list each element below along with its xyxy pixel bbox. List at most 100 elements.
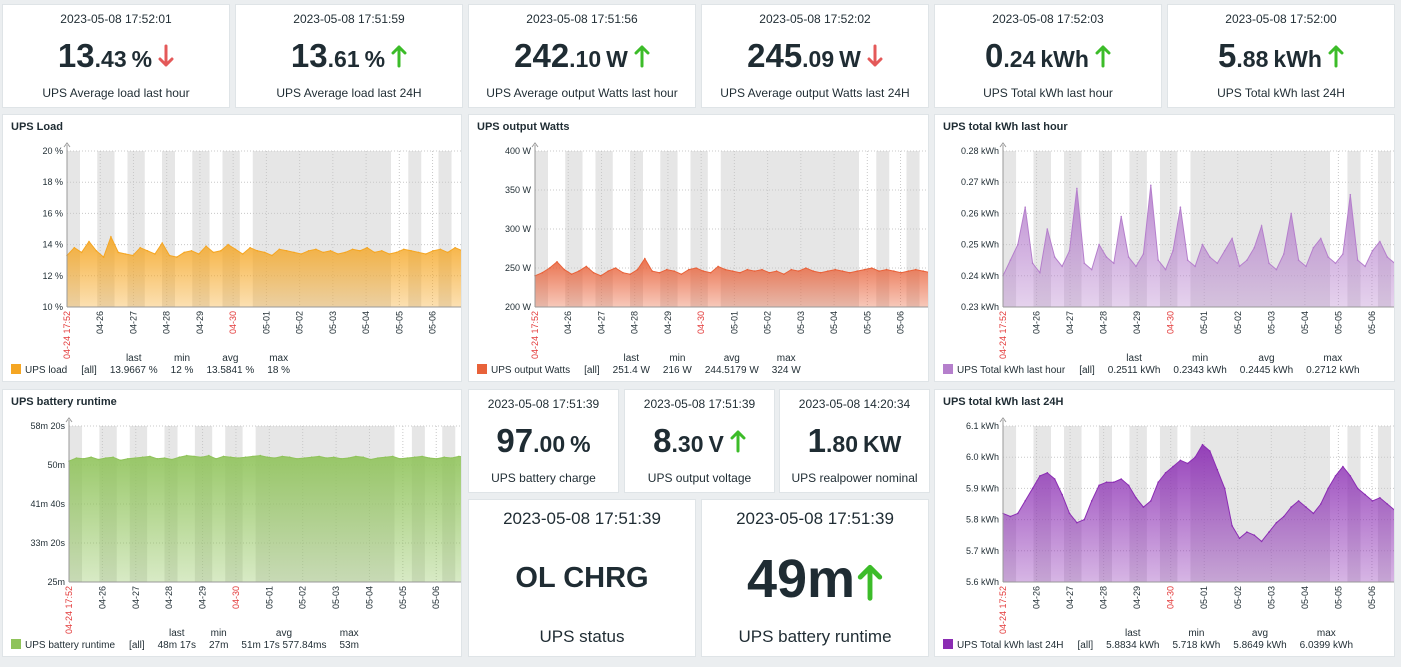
data-point <box>205 245 207 247</box>
value-dec: .30 <box>671 431 704 457</box>
widget-ups-avg-load-24h: 2023-05-08 17:51:59 13.61% UPS Average l… <box>235 4 463 108</box>
data-point <box>340 458 343 460</box>
data-point <box>227 243 229 246</box>
data-point <box>1113 262 1115 265</box>
graph-title: UPS battery runtime <box>11 396 117 408</box>
data-point <box>1349 475 1352 477</box>
legend-series-name: UPS Total kWh last 24H <box>957 640 1064 651</box>
data-point <box>841 270 844 272</box>
data-point <box>644 257 646 260</box>
data-point <box>310 456 313 458</box>
data-point <box>176 256 178 258</box>
data-point <box>244 456 247 458</box>
y-tick-label: 400 W <box>505 146 532 156</box>
x-tick-label: 04-27 <box>128 311 138 334</box>
x-tick-label: 04-24 17:52 <box>64 586 74 634</box>
data-point <box>1320 503 1322 505</box>
chart-ups-output-watts[interactable]: 200 W 250 W 300 W 350 W 400 W 04-24 17:52 04-2… <box>469 137 928 367</box>
legend-avg-cell: 0.2445 kWh avg <box>1240 353 1293 376</box>
data-point <box>388 253 391 255</box>
data-point <box>73 246 76 249</box>
x-tick-label: 04-28 <box>162 311 172 334</box>
data-point <box>1305 506 1307 508</box>
x-tick-label: 04-27 <box>131 586 141 609</box>
data-point <box>359 250 361 252</box>
data-point <box>1135 497 1137 499</box>
legend-header-avg: avg <box>275 628 293 639</box>
item-description: UPS Total kWh last 24H <box>1217 86 1345 100</box>
data-point <box>1039 475 1041 477</box>
chart-ups-total-kwh-24h[interactable]: 5.6 kWh 5.7 kWh 5.8 kWh 5.9 kWh 6.0 kWh 6.1 k… <box>935 412 1394 642</box>
data-point <box>1209 450 1211 452</box>
legend-max: 0.2712 kWh <box>1306 365 1360 376</box>
value-dec: .43 <box>94 46 127 72</box>
data-point <box>1283 253 1285 255</box>
data-point <box>1334 475 1337 477</box>
x-tick-label: 04-30 <box>228 311 238 334</box>
data-point <box>592 271 595 274</box>
data-point <box>303 457 306 459</box>
timestamp: 2023-05-08 17:52:03 <box>992 12 1104 26</box>
y-tick-label: 14 % <box>42 240 63 250</box>
legend-header-min: min <box>1188 628 1205 639</box>
legend-agg: [all] <box>1079 365 1095 376</box>
data-point <box>827 270 829 272</box>
data-point <box>885 268 888 271</box>
data-point <box>1105 256 1108 258</box>
data-point <box>1009 259 1012 261</box>
value-unit: % <box>131 46 153 72</box>
chart-legend: UPS Total kWh last 24H [all] 5.8834 kWh las… <box>943 628 1366 651</box>
data-point <box>1223 250 1226 252</box>
x-tick-label: 04-28 <box>1099 586 1109 609</box>
widget-ups-battery-charge: 2023-05-08 17:51:39 97.00% UPS battery c… <box>468 389 619 493</box>
data-point <box>1231 237 1233 240</box>
legend-last: 13.9667 % <box>109 365 158 376</box>
legend-series-name-cell: UPS load <box>25 365 67 376</box>
y-tick-label: 6.0 kWh <box>966 452 999 462</box>
x-tick-label: 05-05 <box>862 311 872 334</box>
legend-header-avg: avg <box>222 353 239 364</box>
item-description: UPS Total kWh last hour <box>983 86 1113 100</box>
x-tick-label: 04-29 <box>1132 586 1142 609</box>
x-tick-label: 04-29 <box>1132 311 1142 334</box>
data-point <box>1105 481 1108 483</box>
chart-ups-load[interactable]: 10 % 12 % 14 % 16 % 18 % 20 % 04-24 17:52 04-26… <box>3 137 461 367</box>
legend-series-name: UPS battery runtime <box>25 640 116 651</box>
x-tick-label: 04-28 <box>630 311 640 334</box>
data-point <box>1371 250 1374 252</box>
chart-ups-total-kwh-hour[interactable]: 0.23 kWh 0.24 kWh 0.25 kWh 0.26 kWh 0.27 kWh… <box>935 137 1394 367</box>
y-tick-label: 0.28 kWh <box>961 146 999 156</box>
y-axis-arrow <box>531 142 539 148</box>
data-point <box>185 454 188 457</box>
data-point <box>132 254 134 257</box>
timestamp: 2023-05-08 17:51:39 <box>503 509 661 528</box>
item-value: 245.09 W <box>702 37 928 77</box>
data-point <box>1076 521 1078 524</box>
legend-max: 53m <box>339 640 359 651</box>
data-point <box>1297 259 1300 261</box>
data-point <box>1179 459 1182 462</box>
legend-header-min: min <box>669 353 686 364</box>
data-point <box>266 456 269 458</box>
series-line <box>534 257 928 277</box>
chart-ups-battery-runtime[interactable]: 25m 33m 20s 41m 40s 50m 58m 20s 04-24 17:52 04… <box>3 412 461 642</box>
legend-header-max: max <box>1316 628 1336 639</box>
data-point <box>410 250 412 252</box>
series-line <box>1002 443 1394 543</box>
legend-header-avg: avg <box>723 353 740 364</box>
x-tick-label: 05-03 <box>1266 586 1276 609</box>
data-point <box>146 250 149 252</box>
item-description: UPS Average load last hour <box>42 86 190 100</box>
item-value: 0.24 kWh <box>935 37 1161 77</box>
widget-ups-avg-watts-hour: 2023-05-08 17:51:56 242.10 W UPS Average … <box>468 4 696 108</box>
legend-min: 5.718 kWh <box>1172 640 1221 651</box>
x-tick-label: 05-03 <box>328 311 338 334</box>
data-point <box>1260 225 1263 227</box>
graph-widget-ups-kwh-hour: UPS total kWh last hour 0.23 kWh 0.24 kWh… <box>934 114 1395 382</box>
y-tick-label: 33m 20s <box>30 538 65 548</box>
data-point <box>1275 521 1278 524</box>
y-tick-label: 0.24 kWh <box>961 271 999 281</box>
data-point <box>1246 531 1248 533</box>
data-point <box>183 251 185 254</box>
